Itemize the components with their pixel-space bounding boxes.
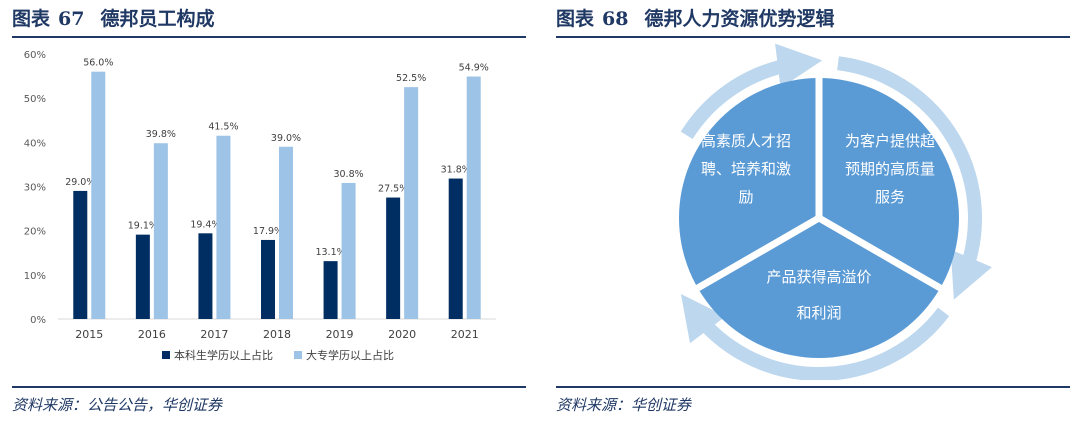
data-label: 19.1%: [128, 221, 158, 232]
bar-2016-series-1: [135, 234, 150, 319]
segment-top-left-line-2: 聘、培养和激: [701, 160, 791, 178]
x-tick-label: 2021: [451, 328, 479, 341]
figure-67-top-rule: [12, 36, 526, 38]
legend-label-1: 本科生学历以上占比: [174, 348, 273, 362]
figure-67-panel: 图表 67 德邦员工构成 0% 10% 20% 30% 40% 50% 60% 29.0% 56.0…: [12, 0, 526, 426]
figure-67-bottom-rule: [12, 386, 526, 388]
figure-68-label: 图表: [556, 8, 595, 30]
bar-2020-series-1: [386, 197, 401, 319]
bar-2017-series-1: [198, 233, 213, 319]
segment-top-left-line-3: 励: [738, 188, 753, 206]
bar-2019-series-1: [323, 261, 338, 319]
bar-2018-series-1: [261, 239, 275, 319]
cycle-arrow-2: [837, 56, 992, 300]
cycle-arrow-1: [680, 43, 823, 140]
figure-67-heading: 德邦员工构成: [100, 8, 215, 30]
segment-top-right-line-3: 服务: [875, 188, 905, 206]
x-tick-label: 2018: [263, 328, 291, 341]
y-tick-label: 10%: [24, 271, 46, 282]
data-label: 31.8%: [441, 165, 471, 176]
bar-2017-series-2: [216, 135, 231, 319]
cycle-arrow-3: [680, 294, 950, 380]
bar-2015-series-2: [91, 71, 106, 320]
data-label: 13.1%: [315, 247, 345, 258]
cycle-ring: [680, 43, 992, 380]
data-label: 39.0%: [271, 133, 301, 144]
data-label: 29.0%: [65, 177, 95, 188]
figure-68-source: 资料来源：华创证券: [556, 396, 692, 414]
legend-label-2: 大专学历以上占比: [306, 348, 394, 362]
data-label: 54.9%: [459, 63, 489, 74]
bar-2018-series-2: [279, 146, 293, 319]
data-label: 27.5%: [378, 184, 408, 195]
figure-68-title: 图表 68 德邦人力资源优势逻辑: [556, 6, 834, 32]
cycle-separator-3: [694, 214, 821, 293]
segment-top-left-line-1: 高素质人才招: [701, 132, 791, 150]
y-tick-label: 20%: [24, 227, 46, 238]
x-tick-label: 2019: [326, 328, 354, 341]
y-tick-label: 60%: [24, 50, 46, 61]
data-label: 30.8%: [333, 169, 363, 180]
cycle-separator-2: [817, 214, 944, 293]
bar-chart: 0% 10% 20% 30% 40% 50% 60% 29.0% 56.0% 2015 19.1% 3…: [24, 50, 496, 362]
legend-swatch-2: [294, 351, 302, 359]
bar-2016-series-2: [153, 143, 168, 319]
segment-bottom-line-2: 和利润: [796, 304, 841, 322]
bar-2019-series-2: [341, 182, 356, 319]
segment-top-right-line-2: 预期的高质量: [845, 160, 935, 178]
y-tick-label: 0%: [30, 315, 46, 326]
figure-67-title: 图表 67 德邦员工构成: [12, 6, 214, 32]
figure-68-panel: 图表 68 德邦人力资源优势逻辑 高素质人才招 聘、培养和激励 为客户提供超 预期的高质量…: [556, 0, 1070, 426]
data-label: 39.8%: [146, 129, 176, 140]
bar-2015-series-1: [73, 190, 88, 319]
y-tick-label: 30%: [24, 183, 46, 194]
figure-68-top-rule: [556, 36, 1070, 38]
x-tick-label: 2016: [138, 328, 166, 341]
figure-68-heading: 德邦人力资源优势逻辑: [644, 8, 835, 30]
data-label: 52.5%: [396, 73, 426, 84]
bar-2021-series-2: [466, 76, 481, 320]
bar-2020-series-2: [404, 87, 419, 319]
legend-swatch-1: [162, 351, 170, 359]
figure-68-bottom-rule: [556, 386, 1070, 388]
data-label: 19.4%: [190, 219, 220, 230]
x-tick-label: 2017: [200, 328, 228, 341]
cycle-disc: [679, 76, 959, 358]
bar-2021-series-1: [448, 178, 463, 319]
data-label: 17.9%: [253, 226, 283, 237]
figure-68-number: 68: [602, 8, 629, 30]
y-tick-label: 50%: [24, 94, 46, 105]
segment-bottom-line-1: 产品获得高溢价: [766, 268, 871, 286]
data-label: 41.5%: [208, 122, 238, 133]
data-label: 56.0%: [83, 58, 113, 69]
x-tick-label: 2015: [75, 328, 103, 341]
figure-67-source: 资料来源：公告公告，华创证券: [12, 396, 223, 414]
x-tick-label: 2020: [388, 328, 416, 341]
figure-67-label: 图表: [12, 8, 51, 30]
figure-67-number: 67: [58, 8, 85, 30]
segment-top-right-line-1: 为客户提供超: [845, 132, 935, 150]
y-tick-label: 40%: [24, 138, 46, 149]
